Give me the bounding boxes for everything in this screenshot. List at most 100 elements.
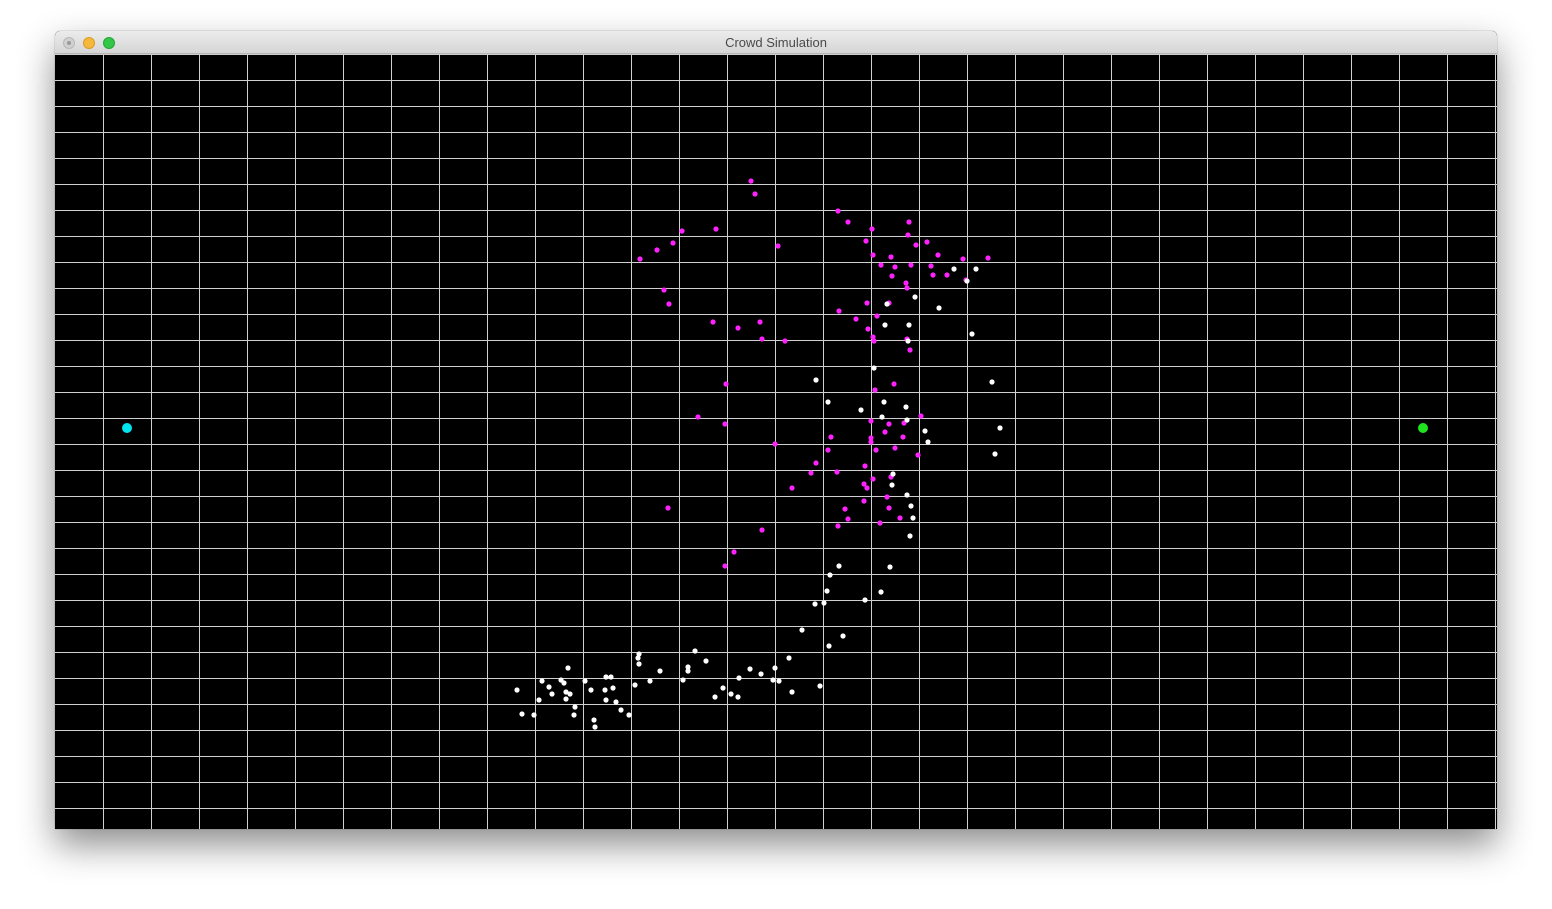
agent-white (636, 661, 642, 667)
agent-magenta (722, 421, 728, 427)
agent-magenta (845, 219, 851, 225)
agent-white (799, 627, 805, 633)
agent-white (912, 294, 918, 300)
agent-white (789, 689, 795, 695)
minimize-button-icon[interactable] (83, 37, 95, 49)
agent-white (680, 677, 686, 683)
agent-magenta (861, 481, 867, 487)
agent-magenta (861, 498, 867, 504)
agent-white (703, 658, 709, 664)
agent-white (906, 322, 912, 328)
agent-magenta (907, 347, 913, 353)
agent-magenta (853, 316, 859, 322)
agent-white (736, 675, 742, 681)
agent-white (882, 322, 888, 328)
agent-magenta (808, 470, 814, 476)
agent-white (632, 682, 638, 688)
agent-white (992, 451, 998, 457)
agent-magenta (735, 325, 741, 331)
agent-white (858, 407, 864, 413)
agent-white (989, 379, 995, 385)
agent-white (558, 677, 564, 683)
agent-white (549, 691, 555, 697)
agent-white (692, 648, 698, 654)
agent-white (871, 365, 877, 371)
agent-white (603, 674, 609, 680)
agent-white (588, 687, 594, 693)
agent-white (922, 428, 928, 434)
agent-magenta (695, 414, 701, 420)
app-window: Crowd Simulation (55, 31, 1497, 829)
agent-white (821, 600, 827, 606)
agent-magenta (865, 326, 871, 332)
agent-magenta (886, 421, 892, 427)
agent-magenta (870, 476, 876, 482)
agent-magenta (748, 178, 754, 184)
agent-white (563, 696, 569, 702)
agent-magenta (900, 434, 906, 440)
agent-white (786, 655, 792, 661)
agent-magenta (752, 191, 758, 197)
agent-magenta (874, 313, 880, 319)
agent-white (565, 665, 571, 671)
agent-magenta (710, 319, 716, 325)
agent-white (636, 651, 642, 657)
agent-white (519, 711, 525, 717)
agent-white (826, 643, 832, 649)
agent-magenta (864, 300, 870, 306)
agent-white (964, 278, 970, 284)
agent-magenta (665, 505, 671, 511)
title-bar[interactable]: Crowd Simulation (55, 31, 1497, 54)
agent-magenta (882, 429, 888, 435)
agent-magenta (868, 439, 874, 445)
agent-magenta (872, 387, 878, 393)
agent-magenta (871, 338, 877, 344)
agent-magenta (722, 563, 728, 569)
agent-magenta (935, 252, 941, 258)
agent-magenta (661, 287, 667, 293)
agent-magenta (906, 219, 912, 225)
agent-white (536, 697, 542, 703)
agent-magenta (944, 272, 950, 278)
agent-magenta (670, 240, 676, 246)
agent-magenta (889, 273, 895, 279)
agent-magenta (666, 301, 672, 307)
simulation-canvas[interactable] (55, 54, 1497, 829)
agent-magenta (723, 381, 729, 387)
agent-magenta (868, 418, 874, 424)
agent-white (824, 588, 830, 594)
agent-white (603, 697, 609, 703)
agent-white (539, 678, 545, 684)
agent-white (626, 712, 632, 718)
agent-white (878, 589, 884, 595)
agent-magenta (835, 208, 841, 214)
agent-white (925, 439, 931, 445)
agent-magenta (789, 485, 795, 491)
agent-magenta (905, 232, 911, 238)
agent-white (546, 684, 552, 690)
agent-magenta (862, 463, 868, 469)
agent-magenta (813, 460, 819, 466)
agent-magenta (873, 447, 879, 453)
agent-white (602, 687, 608, 693)
zoom-button-icon[interactable] (103, 37, 115, 49)
agent-magenta (834, 469, 840, 475)
agent-magenta (870, 334, 876, 340)
agent-white (903, 404, 909, 410)
agent-magenta (913, 242, 919, 248)
agent-white (890, 471, 896, 477)
agent-magenta (679, 228, 685, 234)
agent-white (951, 266, 957, 272)
agent-white (613, 699, 619, 705)
agent-white (514, 687, 520, 693)
agent-white (685, 664, 691, 670)
agent-white (582, 678, 588, 684)
close-button-icon[interactable] (63, 37, 75, 49)
agent-white (608, 674, 614, 680)
simulation-view (55, 54, 1497, 829)
agent-magenta (842, 506, 848, 512)
agent-magenta (897, 515, 903, 521)
agent-magenta (930, 272, 936, 278)
agent-magenta (828, 434, 834, 440)
agent-magenta (924, 239, 930, 245)
